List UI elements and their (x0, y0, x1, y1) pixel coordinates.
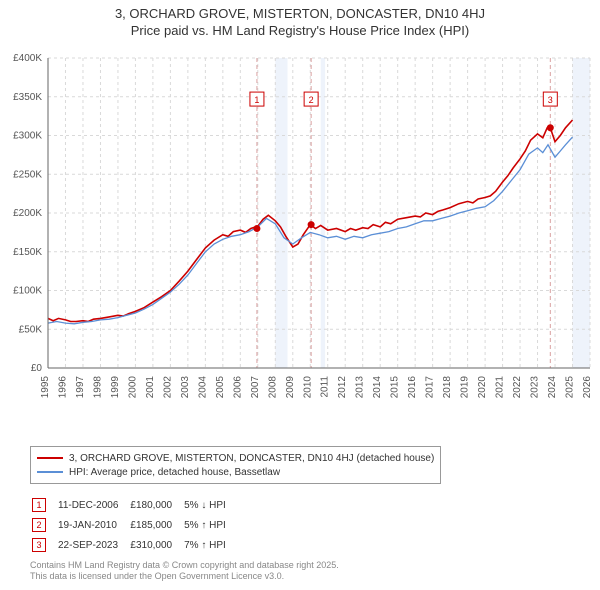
price-chart: 1 2 3 £0 £50K £100K £150K £200K £250K £300K £350K £… (0, 38, 600, 438)
legend-swatch (37, 457, 63, 459)
svg-text:2019: 2019 (460, 376, 471, 399)
event-row: 2 19-JAN-2010£185,0005% ↑ HPI (32, 516, 236, 534)
svg-text:2007: 2007 (250, 376, 261, 399)
svg-text:2008: 2008 (267, 376, 278, 399)
event-delta: 5% ↑ HPI (184, 516, 236, 534)
svg-text:2020: 2020 (477, 376, 488, 399)
svg-text:£250K: £250K (13, 169, 42, 180)
svg-text:2025: 2025 (565, 376, 576, 399)
svg-text:1: 1 (254, 95, 259, 105)
svg-text:2014: 2014 (372, 376, 383, 399)
svg-text:2011: 2011 (320, 376, 331, 398)
title-line-2: Price paid vs. HM Land Registry's House … (0, 23, 600, 38)
event-date: 11-DEC-2006 (58, 496, 128, 514)
event-marker: 2 (32, 518, 46, 532)
event-date: 22-SEP-2023 (58, 536, 128, 554)
svg-text:£0: £0 (31, 363, 43, 374)
svg-text:2021: 2021 (495, 376, 506, 399)
event-marker: 3 (32, 538, 46, 552)
svg-text:3: 3 (548, 95, 553, 105)
svg-text:1995: 1995 (40, 376, 51, 399)
title-line-1: 3, ORCHARD GROVE, MISTERTON, DONCASTER, … (0, 6, 600, 21)
svg-text:2016: 2016 (407, 376, 418, 399)
event-price: £185,000 (130, 516, 182, 534)
svg-text:2: 2 (309, 95, 314, 105)
svg-text:2004: 2004 (197, 376, 208, 399)
svg-text:1998: 1998 (92, 376, 103, 399)
svg-text:£300K: £300K (13, 131, 42, 142)
svg-text:2003: 2003 (180, 376, 191, 399)
legend-row: HPI: Average price, detached house, Bass… (37, 465, 434, 479)
svg-text:1996: 1996 (57, 376, 68, 399)
svg-text:2022: 2022 (512, 376, 523, 399)
svg-text:2023: 2023 (530, 376, 541, 399)
svg-text:2006: 2006 (232, 376, 243, 399)
legend-label: HPI: Average price, detached house, Bass… (69, 467, 280, 478)
legend: 3, ORCHARD GROVE, MISTERTON, DONCASTER, … (30, 446, 441, 484)
svg-text:2012: 2012 (337, 376, 348, 399)
svg-text:£150K: £150K (13, 247, 42, 258)
footer-attribution: Contains HM Land Registry data © Crown c… (30, 560, 590, 583)
event-price: £310,000 (130, 536, 182, 554)
svg-text:2009: 2009 (285, 376, 296, 399)
svg-text:2000: 2000 (127, 376, 138, 399)
event-table: 1 11-DEC-2006£180,0005% ↓ HPI 2 19-JAN-2010… (30, 494, 238, 556)
svg-text:2015: 2015 (390, 376, 401, 399)
svg-text:2001: 2001 (145, 376, 156, 399)
svg-text:2024: 2024 (547, 376, 558, 399)
event-delta: 7% ↑ HPI (184, 536, 236, 554)
svg-text:2005: 2005 (215, 376, 226, 399)
svg-text:1997: 1997 (75, 376, 86, 399)
event-delta: 5% ↓ HPI (184, 496, 236, 514)
footer-line-1: Contains HM Land Registry data © Crown c… (30, 560, 590, 571)
svg-text:2018: 2018 (442, 376, 453, 399)
event-marker: 1 (32, 498, 46, 512)
event-row: 3 22-SEP-2023£310,0007% ↑ HPI (32, 536, 236, 554)
footer-line-2: This data is licensed under the Open Gov… (30, 571, 590, 582)
legend-row: 3, ORCHARD GROVE, MISTERTON, DONCASTER, … (37, 451, 434, 465)
svg-text:2013: 2013 (355, 376, 366, 399)
svg-text:£400K: £400K (13, 53, 42, 64)
svg-text:1999: 1999 (110, 376, 121, 399)
legend-label: 3, ORCHARD GROVE, MISTERTON, DONCASTER, … (69, 453, 434, 464)
svg-text:2002: 2002 (162, 376, 173, 399)
svg-text:£200K: £200K (13, 208, 42, 219)
event-date: 19-JAN-2010 (58, 516, 128, 534)
legend-swatch (37, 471, 63, 473)
svg-text:2017: 2017 (425, 376, 436, 399)
svg-text:£350K: £350K (13, 92, 42, 103)
svg-text:£100K: £100K (13, 286, 42, 297)
svg-text:2010: 2010 (302, 376, 313, 399)
event-price: £180,000 (130, 496, 182, 514)
svg-text:£50K: £50K (19, 324, 43, 335)
svg-text:2026: 2026 (582, 376, 593, 399)
event-row: 1 11-DEC-2006£180,0005% ↓ HPI (32, 496, 236, 514)
